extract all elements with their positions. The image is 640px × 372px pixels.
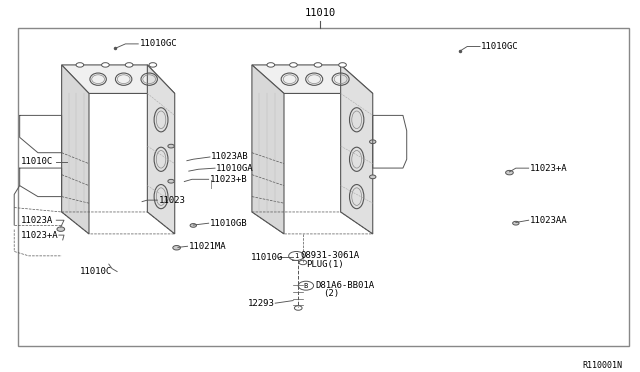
Polygon shape [147,65,175,234]
Text: 11023AB: 11023AB [211,153,249,161]
Text: B: B [304,283,308,289]
Text: 08931-3061A: 08931-3061A [301,251,360,260]
Text: 11023: 11023 [159,196,186,205]
Circle shape [168,179,174,183]
Text: 1: 1 [294,253,298,259]
Text: R110001N: R110001N [582,361,622,370]
Polygon shape [61,65,89,234]
Circle shape [149,62,157,67]
Circle shape [267,62,275,67]
Bar [292,255,298,260]
Text: 11010G: 11010G [251,253,283,262]
Circle shape [294,306,302,310]
Text: D81A6-BB01A: D81A6-BB01A [316,281,374,290]
Text: 11010C: 11010C [21,157,53,166]
Text: 11023A: 11023A [21,216,53,225]
Circle shape [298,281,314,290]
Text: (2): (2) [323,289,339,298]
Circle shape [190,224,196,227]
Text: 11023+A: 11023+A [530,164,568,173]
Text: 11010GA: 11010GA [216,164,254,173]
Circle shape [168,144,174,148]
Circle shape [339,62,346,67]
Circle shape [513,221,519,225]
Text: 12293: 12293 [248,299,275,308]
Text: PLUG(1): PLUG(1) [306,260,344,269]
Circle shape [314,62,322,67]
Text: |: | [209,180,213,189]
Polygon shape [340,65,372,234]
Circle shape [299,260,307,265]
Polygon shape [252,65,284,234]
Text: 11023AA: 11023AA [530,216,568,225]
Circle shape [173,246,180,250]
Circle shape [369,175,376,179]
Bar [18,28,629,346]
Text: 11010GB: 11010GB [210,219,248,228]
Text: 11021MA: 11021MA [189,242,227,251]
Text: 11010GC: 11010GC [140,39,177,48]
Text: 11023+A: 11023+A [21,231,59,240]
Circle shape [57,227,65,231]
Text: 11010: 11010 [305,8,335,18]
Circle shape [125,62,133,67]
Circle shape [369,140,376,144]
Circle shape [506,170,513,175]
Text: 11010GC: 11010GC [481,42,519,51]
Circle shape [290,62,297,67]
Polygon shape [252,65,372,93]
Circle shape [76,62,84,67]
Circle shape [289,251,304,260]
Circle shape [102,62,109,67]
Text: 11010C: 11010C [80,267,112,276]
Polygon shape [61,65,175,93]
Text: 11023+B: 11023+B [210,175,248,184]
